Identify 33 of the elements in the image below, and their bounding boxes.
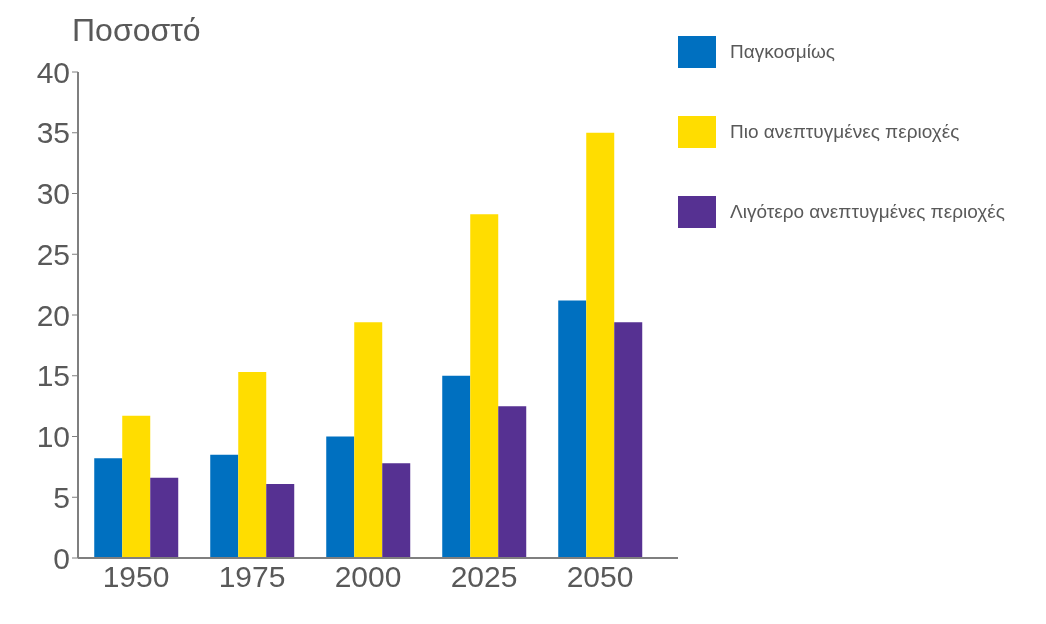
bar [210,454,239,558]
y-tick-label: 5 [53,480,70,514]
y-tick-label: 40 [36,55,70,89]
bar [382,463,411,558]
bar [614,322,643,558]
y-tick-label: 20 [36,298,70,332]
bar [470,214,499,558]
y-tick-label: 30 [36,177,70,211]
x-tick-label: 1975 [218,560,286,594]
x-tick-label: 1950 [102,560,170,594]
bar [498,406,527,558]
legend-label: Πιο ανεπτυγμένες περιοχές [730,121,960,143]
y-tick-label: 15 [36,359,70,393]
y-tick-label: 35 [36,116,70,150]
bar [266,483,295,558]
bar [122,415,151,558]
bar [326,436,355,558]
x-tick-label: 2050 [566,560,634,594]
bar [442,375,471,558]
bar [586,132,615,558]
bar [94,458,123,558]
chart-title: Ποσοστό [72,12,201,49]
bar [150,477,179,558]
y-tick-label: 0 [53,541,70,575]
bar [354,322,383,558]
y-tick-label: 25 [36,237,70,271]
legend-label: Παγκοσμίως [730,41,835,63]
bar [238,372,267,558]
legend-label: Λιγότερο ανεπτυγμένες περιοχές [730,201,1005,223]
x-tick-label: 2025 [450,560,518,594]
bar [558,300,587,558]
y-tick-label: 10 [36,420,70,454]
x-tick-label: 2000 [334,560,402,594]
